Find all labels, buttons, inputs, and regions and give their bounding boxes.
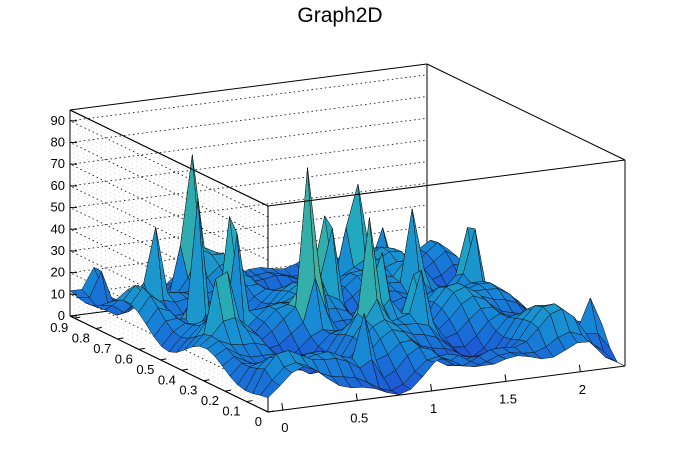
y-tick-label: 0.3 [179,383,197,398]
axis-ticks: 010203040506070809000.511.5200.10.20.30.… [50,113,586,435]
z-minor-grid [69,116,269,213]
z-tick-label: 20 [51,265,65,280]
box-edge [69,63,428,111]
z-minor-grid [69,311,269,408]
z-minor-grid [69,307,269,404]
z-minor-grid [69,155,269,252]
y-tick-label: 0.2 [201,393,219,408]
z-minor-grid [69,194,269,291]
z-minor-grid [69,129,269,226]
y-tick-label: 0 [255,414,262,429]
y-tick-label: 0.1 [222,404,240,419]
box-edge [426,63,626,161]
y-tick [267,410,275,413]
z-minor-grid [69,168,269,265]
z-tick-label: 50 [51,200,65,215]
y-tick [224,389,232,392]
z-minor-grid [69,224,269,322]
z-minor-grid [69,190,269,287]
z-minor-grid [69,150,269,248]
z-grid-line [68,117,428,261]
y-tick [74,316,81,319]
y-tick-label: 0.8 [72,331,90,346]
y-tick [138,347,145,350]
z-minor-grid [69,124,269,222]
z-grid-line [68,96,428,239]
y-tick-label: 0.6 [115,351,133,366]
box-edge [267,159,626,207]
y-tick [246,400,253,403]
x-tick [504,374,507,382]
z-tick-label: 90 [51,113,65,128]
x-tick [281,403,284,411]
z-tick-label: 60 [51,178,65,193]
z-minor-grid [69,198,269,296]
z-tick-label: 40 [51,221,65,236]
z-minor-grid [69,137,269,235]
z-minor-grid [69,220,269,317]
surface-cell [605,357,626,367]
y-tick [181,368,188,371]
z-minor-grid [69,146,269,244]
y-tick-label: 0.4 [158,372,176,387]
x-tick-label: 2 [579,382,586,397]
z-tick-label: 80 [51,135,65,150]
x-tick-label: 1.5 [499,391,517,406]
z-minor-grid [69,133,269,231]
axis-box-front [69,109,626,413]
chart-title: Graph2D [297,4,382,27]
z-tick-label: 10 [51,286,65,301]
x-tick-label: 0.5 [350,411,368,426]
box-edge [69,109,269,207]
surface-mesh [69,154,626,398]
box-edge [267,365,626,413]
z-minor-grid [69,176,269,274]
z-tick-label: 70 [51,156,65,171]
z-grid-line [68,74,428,218]
z-minor-grid [69,216,269,313]
x-tick-label: 0 [281,420,288,435]
z-minor-grid [69,172,269,270]
y-tick-label: 0.9 [50,320,68,335]
z-tick-label: 0 [58,308,65,323]
x-tick-label: 1 [430,401,437,416]
z-minor-grid [69,111,269,209]
y-tick [203,379,210,382]
y-tick [117,337,124,340]
z-minor-grid [69,159,269,257]
z-minor-grid [69,181,269,278]
x-tick [430,383,433,391]
y-tick-label: 0.5 [136,362,154,377]
y-tick [160,358,167,361]
z-minor-grid [69,211,269,309]
x-tick [355,393,358,401]
x-tick [578,364,581,372]
y-tick-label: 0.7 [93,341,111,356]
box-edge [69,315,269,413]
z-tick-label: 30 [51,243,65,258]
y-tick [95,327,102,330]
z-minor-grid [69,203,269,300]
